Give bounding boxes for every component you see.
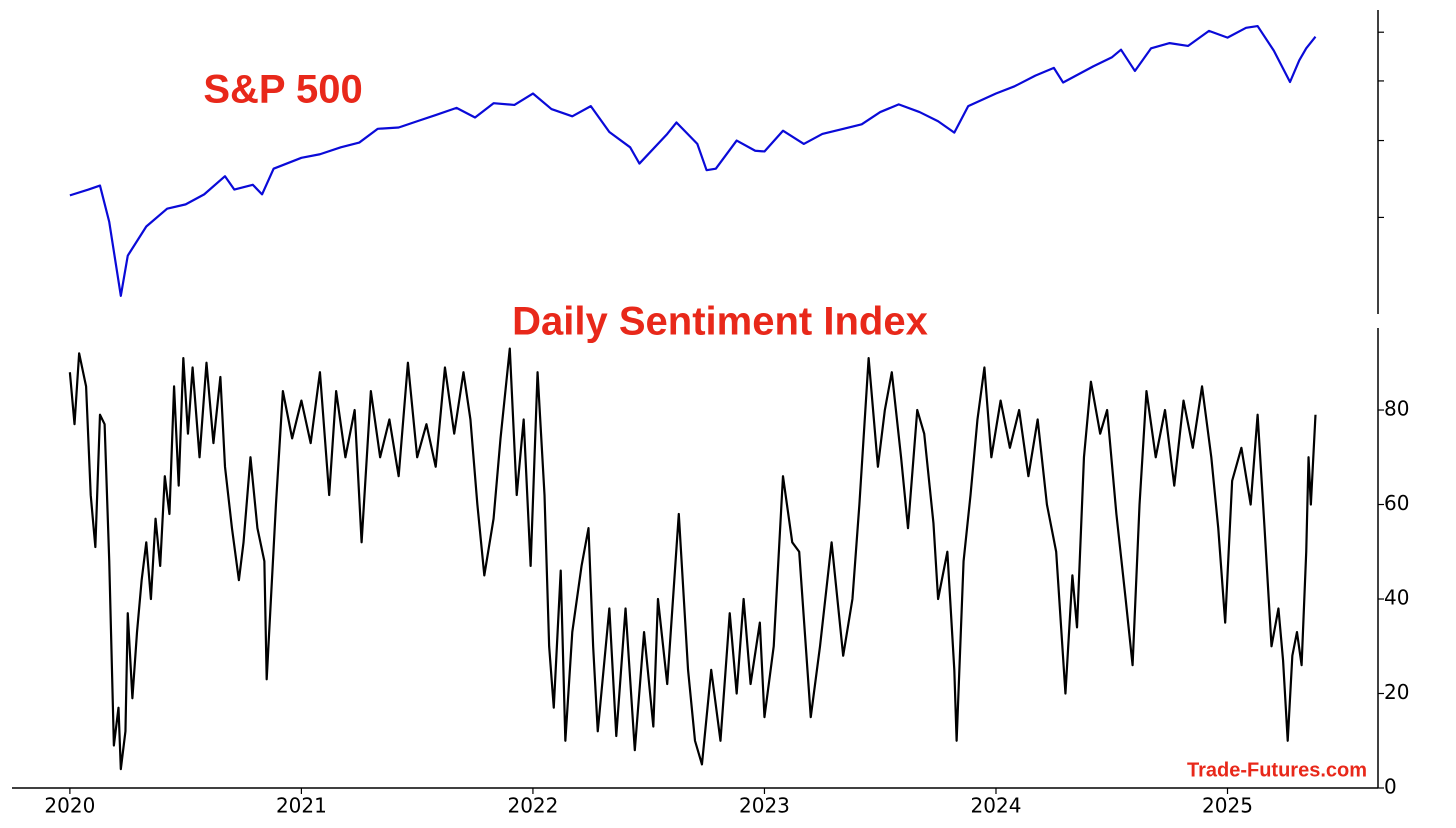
watermark: Trade-Futures.com	[1187, 759, 1367, 781]
x-tick-label: 2023	[739, 794, 790, 818]
y-tick-label: 20	[1384, 680, 1409, 704]
chart-title: S&P 500	[203, 68, 362, 112]
y-tick-label: 40	[1384, 586, 1409, 610]
y-tick-label: 0	[1384, 775, 1397, 799]
x-tick-label: 2021	[276, 794, 327, 818]
data-line	[68, 347, 1317, 771]
y-tick-label: 60	[1384, 491, 1409, 515]
data-line	[69, 24, 1317, 297]
x-tick-label: 2025	[1202, 794, 1253, 818]
x-tick-label: 2022	[507, 794, 558, 818]
x-tick-label: 2020	[44, 794, 95, 818]
x-tick-label: 2024	[971, 794, 1022, 818]
y-tick-label: 80	[1384, 397, 1409, 421]
chart-title: Daily Sentiment Index	[512, 300, 928, 344]
